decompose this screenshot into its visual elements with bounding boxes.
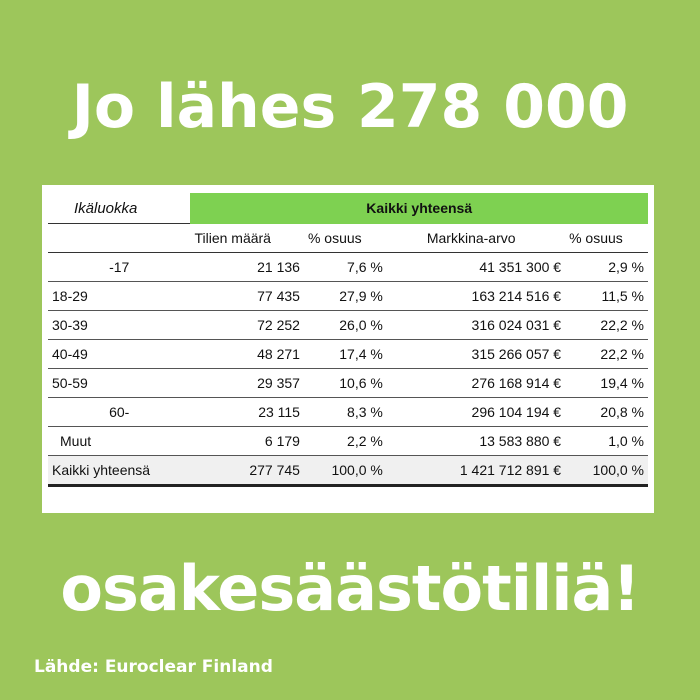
table-total-row: Kaikki yhteensä 277 745 100,0 % 1 421 71… — [48, 455, 648, 487]
table-header-row: Ikäluokka Kaikki yhteensä — [48, 193, 648, 224]
value-share-cell: 22,2 % — [565, 310, 648, 340]
accounts-cell: 23 115 — [190, 397, 304, 427]
headline-top: Jo lähes 278 000 — [71, 72, 629, 142]
market-value-cell: 276 168 914 € — [386, 368, 566, 398]
statistics-table: Ikäluokka Kaikki yhteensä Tilien määrä %… — [48, 193, 648, 487]
value-share-cell: 1,0 % — [565, 426, 648, 456]
market-value-cell: 41 351 300 € — [386, 252, 566, 282]
age-cell: 60- — [48, 397, 191, 427]
total-value-share: 100,0 % — [565, 455, 648, 487]
age-column-header: Ikäluokka — [48, 193, 191, 224]
age-cell: 18-29 — [48, 281, 191, 311]
age-cell: -17 — [48, 252, 191, 282]
total-account-share: 100,0 % — [303, 455, 387, 487]
column-header-market-value: Markkina-arvo — [386, 223, 566, 253]
accounts-cell: 48 271 — [190, 339, 304, 369]
statistics-table-card: Ikäluokka Kaikki yhteensä Tilien määrä %… — [42, 185, 654, 513]
table-row: 18-29 77 435 27,9 % 163 214 516 €11,5 % — [48, 281, 648, 311]
account-share-cell: 2,2 % — [303, 426, 387, 456]
table-row: 50-59 29 357 10,6 % 276 168 914 €19,4 % — [48, 368, 648, 398]
column-header-accounts: Tilien määrä — [190, 223, 304, 253]
market-value-cell: 316 024 031 € — [386, 310, 566, 340]
table-row: 40-49 48 271 17,4 % 315 266 057 €22,2 % — [48, 339, 648, 369]
source-note: Lähde: Euroclear Finland — [34, 657, 273, 677]
market-value-cell: 315 266 057 € — [386, 339, 566, 369]
headline-bottom: osakesäästötiliä! — [60, 552, 640, 625]
value-share-cell: 20,8 % — [565, 397, 648, 427]
age-cell: 30-39 — [48, 310, 191, 340]
age-cell: Muut — [48, 426, 191, 456]
value-share-cell: 19,4 % — [565, 368, 648, 398]
account-share-cell: 26,0 % — [303, 310, 387, 340]
table-row: -17 21 136 7,6 % 41 351 300 €2,9 % — [48, 252, 648, 282]
column-header-value-share: % osuus — [565, 223, 648, 253]
age-cell: 40-49 — [48, 339, 191, 369]
value-share-cell: 2,9 % — [565, 252, 648, 282]
table-subheader-row: Tilien määrä % osuus Markkina-arvo % osu… — [48, 223, 648, 253]
accounts-cell: 21 136 — [190, 252, 304, 282]
accounts-cell: 72 252 — [190, 310, 304, 340]
group-header: Kaikki yhteensä — [190, 193, 648, 224]
column-header-account-share: % osuus — [303, 223, 387, 253]
account-share-cell: 27,9 % — [303, 281, 387, 311]
age-cell: 50-59 — [48, 368, 191, 398]
total-accounts: 277 745 — [190, 455, 304, 487]
table-row: 30-39 72 252 26,0 % 316 024 031 €22,2 % — [48, 310, 648, 340]
total-label: Kaikki yhteensä — [48, 455, 191, 487]
market-value-cell: 13 583 880 € — [386, 426, 566, 456]
market-value-cell: 296 104 194 € — [386, 397, 566, 427]
account-share-cell: 10,6 % — [303, 368, 387, 398]
account-share-cell: 17,4 % — [303, 339, 387, 369]
table-body: -17 21 136 7,6 % 41 351 300 €2,9 % 18-29 77 4… — [48, 252, 648, 456]
market-value-cell: 163 214 516 € — [386, 281, 566, 311]
total-market-value: 1 421 712 891 € — [386, 455, 566, 487]
empty-header-cell — [48, 223, 191, 253]
table-row: Muut 6 179 2,2 % 13 583 880 €1,0 % — [48, 426, 648, 456]
accounts-cell: 29 357 — [190, 368, 304, 398]
value-share-cell: 11,5 % — [565, 281, 648, 311]
accounts-cell: 77 435 — [190, 281, 304, 311]
accounts-cell: 6 179 — [190, 426, 304, 456]
table-row: 60- 23 115 8,3 % 296 104 194 €20,8 % — [48, 397, 648, 427]
value-share-cell: 22,2 % — [565, 339, 648, 369]
account-share-cell: 8,3 % — [303, 397, 387, 427]
account-share-cell: 7,6 % — [303, 252, 387, 282]
